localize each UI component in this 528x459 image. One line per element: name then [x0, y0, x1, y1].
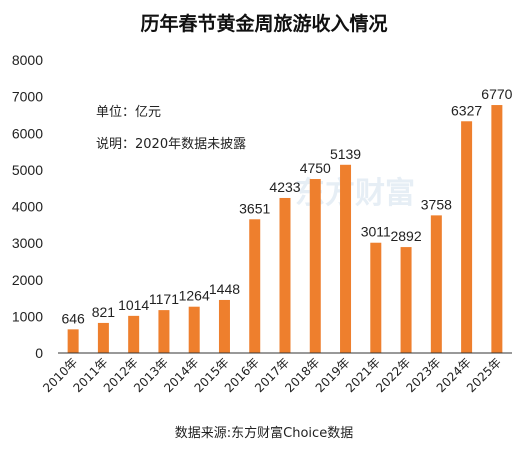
data-label: 646	[61, 310, 85, 326]
bar	[430, 215, 442, 353]
bar	[158, 310, 170, 353]
bar	[218, 299, 230, 353]
data-label: 1171	[149, 291, 179, 307]
y-tick-label: 5000	[12, 162, 43, 178]
y-tick-label: 2000	[12, 272, 43, 288]
data-label: 4750	[300, 160, 331, 176]
data-label: 3011	[361, 224, 391, 240]
x-axis: 2010年2011年2012年2013年2014年2015年2016年2017年…	[40, 355, 504, 395]
bar	[400, 247, 412, 353]
data-label: 1014	[118, 297, 149, 313]
data-label: 821	[92, 304, 116, 320]
bar	[370, 242, 382, 353]
chart-title: 历年春节黄金周旅游收入情况	[140, 12, 387, 35]
y-tick-label: 1000	[12, 308, 43, 324]
y-tick-label: 0	[35, 345, 43, 361]
bar	[249, 219, 261, 353]
bar	[461, 121, 473, 354]
data-label: 4233	[269, 179, 300, 195]
bar	[279, 197, 291, 353]
y-tick-label: 8000	[12, 52, 43, 68]
bar	[128, 315, 140, 353]
data-label: 6770	[481, 86, 512, 102]
data-label: 2892	[390, 228, 421, 244]
explain-note: 说明：2020年数据未披露	[96, 137, 246, 152]
data-label: 5139	[330, 146, 361, 162]
bar	[188, 306, 200, 353]
y-tick-label: 4000	[12, 199, 43, 215]
data-label: 1264	[179, 288, 210, 304]
y-tick-label: 3000	[12, 235, 43, 251]
data-label: 3758	[421, 196, 452, 212]
y-axis: 0 1000 2000 3000 4000 5000 6000 7000 8000	[12, 52, 43, 361]
bar	[309, 179, 321, 353]
bar	[491, 105, 503, 353]
bar	[67, 329, 79, 353]
data-label: 1448	[209, 281, 240, 297]
data-label: 6327	[451, 102, 482, 118]
data-label: 3651	[239, 200, 270, 216]
bar	[340, 164, 352, 353]
source-note: 数据来源:东方财富Choice数据	[175, 425, 353, 441]
unit-note: 单位：亿元	[96, 105, 161, 120]
y-tick-label: 7000	[12, 89, 43, 105]
bar	[97, 322, 109, 353]
x-tick-label: 2025年	[464, 355, 504, 395]
y-tick-label: 6000	[12, 125, 43, 141]
